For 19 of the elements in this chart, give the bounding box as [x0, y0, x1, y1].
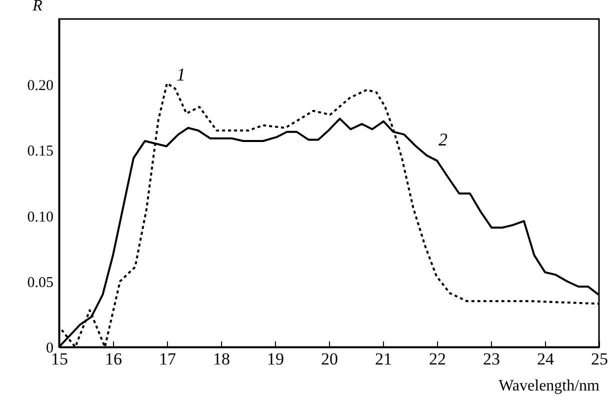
- series-label: 2: [438, 130, 448, 150]
- y-tick-label: 0.10: [27, 209, 54, 226]
- y-tick-label: 0: [46, 340, 54, 356]
- x-tick-label: 22: [429, 350, 446, 368]
- y-tick-label: 0.20: [27, 78, 54, 94]
- x-tick-label: 19: [267, 350, 284, 368]
- x-tick-label: 25: [591, 350, 608, 368]
- x-tick-label: 17: [159, 350, 176, 368]
- y-axis-title: R: [32, 0, 43, 14]
- x-tick-label: 18: [213, 350, 230, 368]
- y-tick-label: 0.05: [27, 274, 54, 291]
- x-tick-label: 16: [105, 350, 122, 368]
- x-tick-label: 20: [321, 350, 338, 368]
- series-label: 1: [176, 64, 186, 84]
- x-tick-label: 24: [537, 350, 554, 368]
- y-tick-label: 0.15: [27, 144, 54, 160]
- x-tick-label: 23: [483, 350, 500, 368]
- x-axis-title: Wavelength/nm: [498, 378, 600, 394]
- x-tick-label: 21: [375, 350, 392, 368]
